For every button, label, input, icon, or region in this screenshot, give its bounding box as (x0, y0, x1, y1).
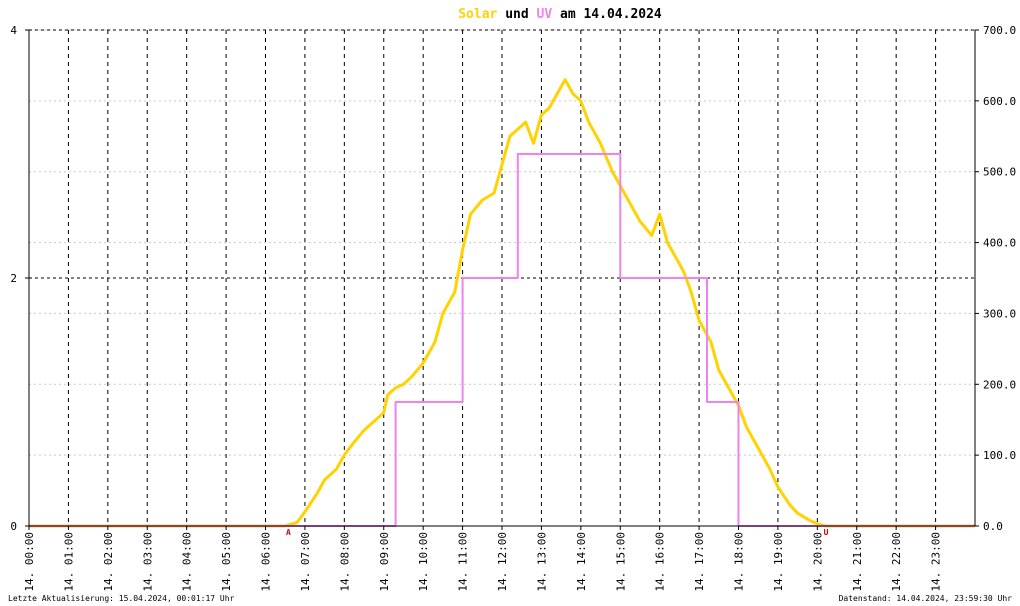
series-layer (29, 78, 975, 528)
y-left-tick-4: 4 (10, 24, 17, 37)
x-tick-label-2: 14. 02:00 (102, 532, 115, 592)
y-right-tick-0.0: 0.0 (983, 520, 1003, 533)
uv-series-line (29, 153, 975, 527)
title-uv: UV (537, 7, 553, 22)
x-tick-label-9: 14. 09:00 (378, 532, 391, 592)
chart-title: Solar und UV am 14.04.2024 (458, 7, 662, 22)
marker-a: A (286, 528, 291, 537)
y-right-tick-300.0: 300.0 (983, 307, 1016, 320)
x-tick-label-0: 14. 00:00 (23, 532, 36, 592)
x-tick-label-12: 14. 12:00 (496, 532, 509, 592)
title-date: am 14.04.2024 (552, 7, 662, 22)
x-tick-label-8: 14. 08:00 (338, 532, 351, 592)
x-tick-label-6: 14. 06:00 (260, 532, 273, 592)
x-tick-label-14: 14. 14:00 (575, 532, 588, 592)
x-tick-label-1: 14. 01:00 (62, 532, 75, 592)
tick-labels: 0 2 4 0.0 100.0 200.0 300.0 400.0 500.0 600.0 700.… (10, 24, 1016, 592)
y-right-tick-600.0: 600.0 (983, 95, 1016, 108)
y-left-tick-0: 0 (10, 520, 17, 533)
y-right-tick-100.0: 100.0 (983, 449, 1016, 462)
x-tick-label-23: 14. 23:00 (930, 532, 943, 592)
x-tick-label-19: 14. 19:00 (772, 532, 785, 592)
y-right-tick-500.0: 500.0 (983, 166, 1016, 179)
y-right-tick-700.0: 700.0 (983, 24, 1016, 37)
x-tick-label-20: 14. 20:00 (811, 532, 824, 592)
x-tick-label-22: 14. 22:00 (890, 532, 903, 592)
x-tick-label-21: 14. 21:00 (851, 532, 864, 592)
x-tick-label-4: 14. 04:00 (181, 532, 194, 592)
x-tick-label-5: 14. 05:00 (220, 532, 233, 592)
solar-series-line (29, 78, 975, 528)
axes (25, 29, 979, 530)
title-und: und (497, 7, 536, 22)
y-right-tick-400.0: 400.0 (983, 237, 1016, 250)
x-tick-label-13: 14. 13:00 (535, 532, 548, 592)
x-tick-label-10: 14. 10:00 (417, 532, 430, 592)
marker-u: U (824, 528, 829, 537)
footer-updated: Letzte Aktualisierung: 15.04.2024, 00:01… (8, 594, 235, 603)
x-tick-label-18: 14. 18:00 (733, 532, 746, 592)
y-right-tick-200.0: 200.0 (983, 378, 1016, 391)
title-solar: Solar (458, 7, 497, 22)
x-tick-label-17: 14. 17:00 (693, 532, 706, 592)
footer-datenstand: Datenstand: 14.04.2024, 23:59:30 Uhr (839, 594, 1013, 603)
x-tick-label-15: 14. 15:00 (614, 532, 627, 592)
y-left-tick-2: 2 (10, 272, 17, 285)
x-tick-label-16: 14. 16:00 (654, 532, 667, 592)
x-tick-label-3: 14. 03:00 (141, 532, 154, 592)
x-tick-label-7: 14. 07:00 (299, 532, 312, 592)
x-tick-label-11: 14. 11:00 (457, 532, 470, 592)
